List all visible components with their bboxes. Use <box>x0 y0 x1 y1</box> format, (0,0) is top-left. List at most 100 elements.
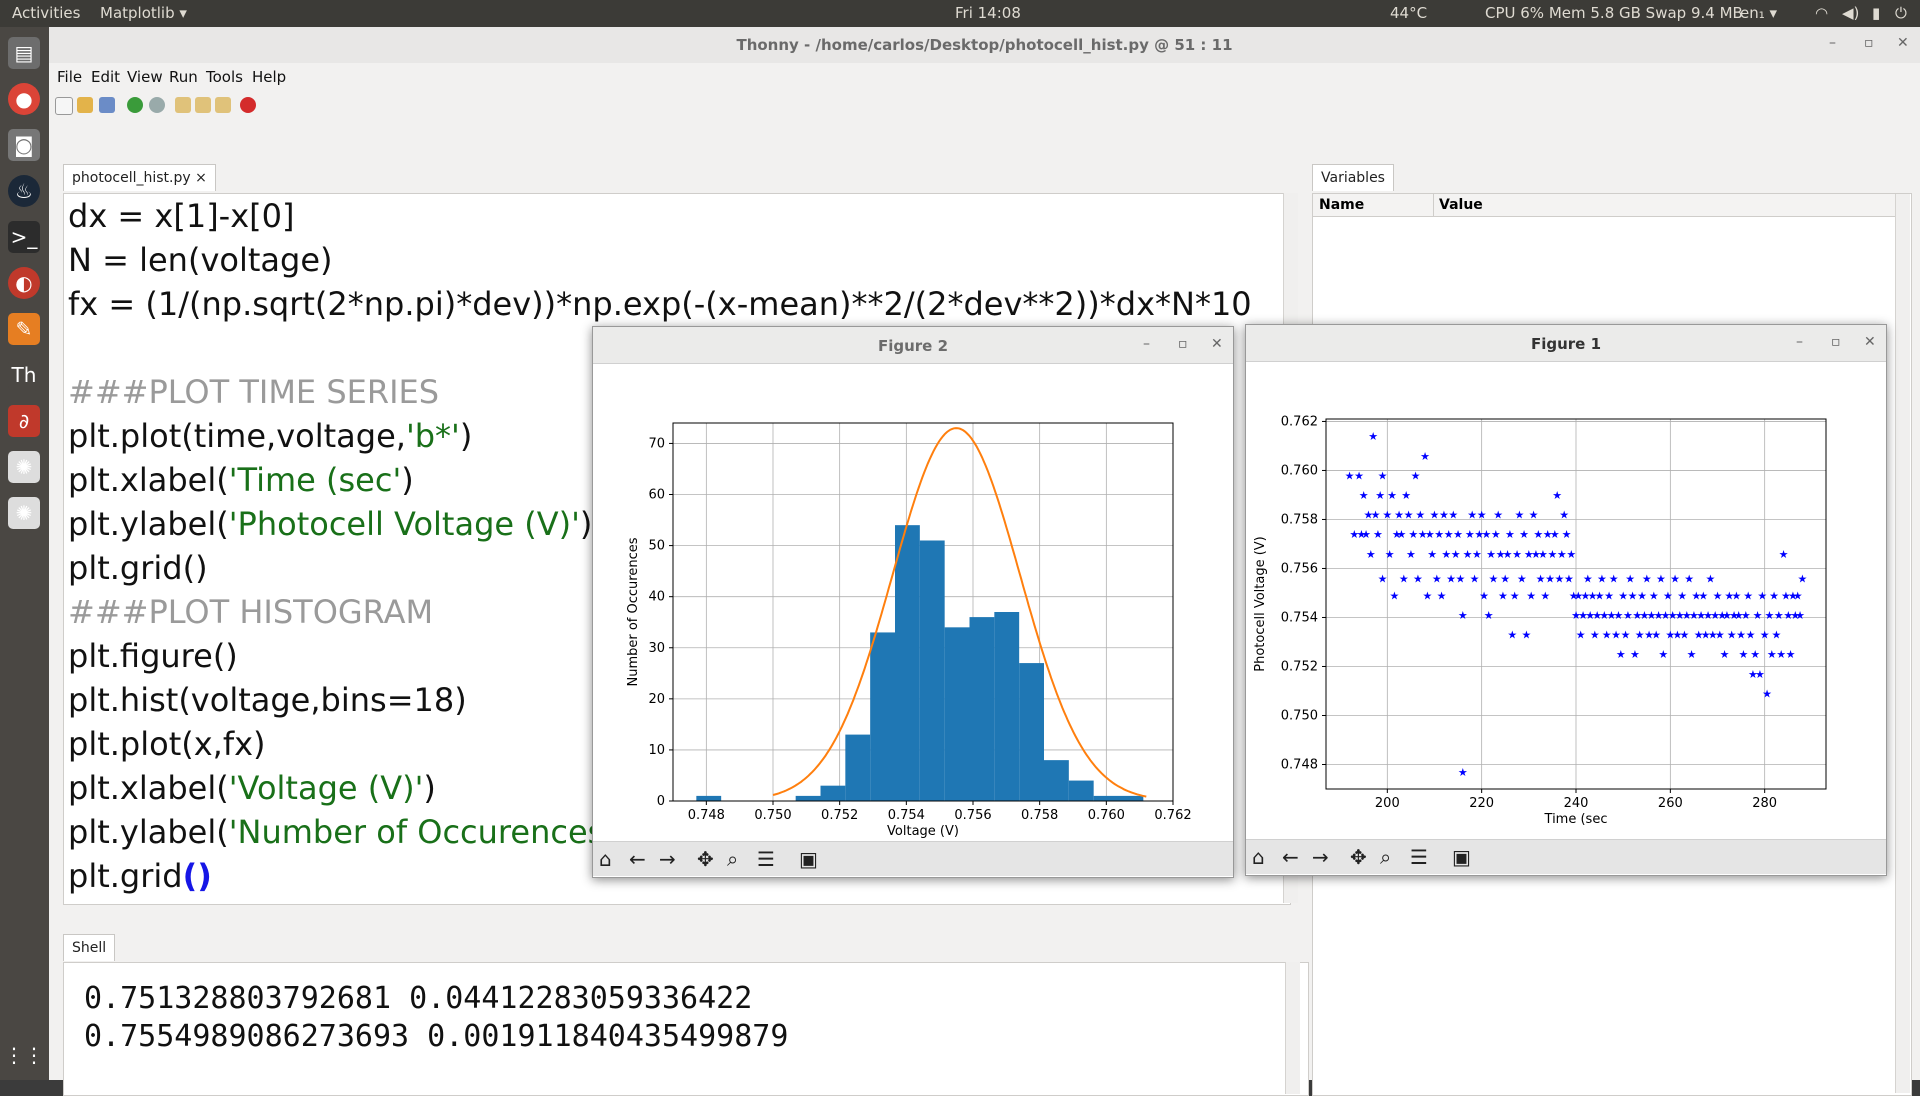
minimize-icon[interactable]: – <box>1796 334 1803 350</box>
data-point: ★ <box>1677 589 1687 602</box>
matplotlib-icon[interactable]: ✺ <box>8 451 40 483</box>
tab-shell[interactable]: Shell <box>63 934 116 961</box>
step-into-icon[interactable] <box>195 97 211 113</box>
matplotlib-icon[interactable]: ✺ <box>8 497 40 529</box>
back-icon[interactable]: ← <box>629 847 646 871</box>
minimize-icon[interactable]: – <box>1143 336 1150 352</box>
camera-icon[interactable]: ◙ <box>8 129 40 161</box>
zoom-icon[interactable]: ⌕ <box>1380 845 1392 869</box>
code-line[interactable]: plt.figure() <box>68 634 1252 678</box>
menu-tools[interactable]: Tools <box>206 68 243 86</box>
save-figure-icon[interactable]: ▣ <box>1452 845 1471 869</box>
apps-grid-icon[interactable]: ⋮⋮ <box>4 1043 44 1067</box>
back-icon[interactable]: ← <box>1282 845 1299 869</box>
data-point: ★ <box>1625 572 1635 585</box>
temperature-indicator[interactable]: 44°C <box>1390 4 1428 22</box>
data-point: ★ <box>1387 489 1397 502</box>
menu-view[interactable]: View <box>127 68 163 86</box>
text-editor-icon[interactable]: ✎ <box>8 313 40 345</box>
save-figure-icon[interactable]: ▣ <box>799 847 818 871</box>
home-icon[interactable]: ⌂ <box>1252 845 1265 869</box>
code-line[interactable]: dx = x[1]-x[0] <box>68 194 1252 238</box>
steam-icon[interactable]: ♨ <box>8 175 40 207</box>
forward-icon[interactable]: → <box>1312 845 1329 869</box>
code-line[interactable]: plt.grid() <box>68 854 1252 898</box>
maximize-icon[interactable]: ▫ <box>1831 334 1841 350</box>
data-point: ★ <box>1465 528 1475 541</box>
code-line[interactable]: plt.hist(voltage,bins=18) <box>68 678 1252 722</box>
menu-edit[interactable]: Edit <box>91 68 121 86</box>
data-point: ★ <box>1705 572 1715 585</box>
battery-icon[interactable]: ▮ <box>1872 4 1881 22</box>
open-file-icon[interactable] <box>77 97 93 113</box>
column-value[interactable]: Value <box>1439 197 1483 213</box>
chrome-icon[interactable]: ● <box>8 83 40 115</box>
code-line[interactable]: plt.ylabel('Photocell Voltage (V)') <box>68 502 1252 546</box>
pan-icon[interactable]: ✥ <box>697 847 714 871</box>
debug-icon[interactable] <box>149 97 165 113</box>
code-line[interactable]: plt.xlabel('Voltage (V)') <box>68 766 1252 810</box>
run-icon[interactable] <box>127 97 143 113</box>
maximize-icon[interactable]: ▫ <box>1864 35 1874 51</box>
data-point: ★ <box>1505 528 1515 541</box>
wifi-icon[interactable]: ◠ <box>1815 4 1829 22</box>
data-point: ★ <box>1392 528 1402 541</box>
terminal-icon[interactable]: >_ <box>8 221 40 253</box>
shell-panel[interactable]: 0.751328803792681 0.04412283059336422 0.7… <box>63 962 1309 1096</box>
reader-icon[interactable]: ∂ <box>8 405 40 437</box>
menu-help[interactable]: Help <box>252 68 287 86</box>
code-line[interactable]: ###PLOT TIME SERIES <box>68 370 1252 414</box>
new-file-icon[interactable] <box>55 97 73 115</box>
data-point: ★ <box>1427 548 1437 561</box>
code-line[interactable]: plt.xlabel('Time (sec') <box>68 458 1252 502</box>
step-out-icon[interactable] <box>215 97 231 113</box>
data-point: ★ <box>1764 609 1774 622</box>
code-line[interactable]: plt.plot(time,voltage,'b*') <box>68 414 1252 458</box>
system-monitor[interactable]: CPU 6% Mem 5.8 GB Swap 9.4 MB <box>1485 4 1743 22</box>
code-line[interactable]: plt.ylabel('Number of Occurences') <box>68 810 1252 854</box>
minimize-icon[interactable]: – <box>1829 35 1836 51</box>
x-tick-label: 0.758 <box>1021 808 1058 823</box>
app-menu[interactable]: Matplotlib ▾ <box>100 4 187 22</box>
code-line[interactable]: plt.grid() <box>68 546 1252 590</box>
zoom-icon[interactable]: ⌕ <box>727 847 739 871</box>
variables-scrollbar[interactable] <box>1895 194 1910 1093</box>
clock[interactable]: Fri 14:08 <box>955 4 1021 22</box>
data-point: ★ <box>1739 648 1749 661</box>
code-line[interactable]: plt.plot(x,fx) <box>68 722 1252 766</box>
files-icon[interactable]: ▤ <box>8 37 40 69</box>
x-tick-label: 280 <box>1752 796 1777 811</box>
data-point: ★ <box>1731 589 1741 602</box>
maximize-icon[interactable]: ▫ <box>1178 336 1188 352</box>
volume-icon[interactable]: ◀) <box>1842 4 1860 22</box>
pan-icon[interactable]: ✥ <box>1350 845 1367 869</box>
forward-icon[interactable]: → <box>659 847 676 871</box>
font-viewer-icon[interactable]: Th <box>8 359 40 391</box>
code-text[interactable]: dx = x[1]-x[0] N = len(voltage) fx = (1/(n… <box>68 194 1252 898</box>
close-icon[interactable]: ✕ <box>1211 336 1223 352</box>
step-over-icon[interactable] <box>175 97 191 113</box>
column-name[interactable]: Name <box>1319 197 1365 213</box>
configure-icon[interactable]: ☰ <box>1410 845 1428 869</box>
data-point: ★ <box>1498 589 1508 602</box>
app-icon[interactable]: ◐ <box>8 267 40 299</box>
code-line[interactable]: N = len(voltage) <box>68 238 1252 282</box>
code-line[interactable]: fx = (1/(np.sqrt(2*np.pi)*dev))*np.exp(-… <box>68 282 1252 326</box>
tab-variables[interactable]: Variables <box>1312 164 1394 191</box>
code-line[interactable]: ###PLOT HISTOGRAM <box>68 590 1252 634</box>
tab-photocell-hist[interactable]: photocell_hist.py × <box>63 164 216 191</box>
menu-run[interactable]: Run <box>169 68 198 86</box>
language-indicator[interactable]: en₁ ▾ <box>1740 4 1778 22</box>
power-icon[interactable]: ⏻ <box>1895 4 1907 22</box>
stop-icon[interactable] <box>240 97 256 113</box>
data-point: ★ <box>1559 509 1569 522</box>
close-icon[interactable]: ✕ <box>1897 35 1909 51</box>
activities-button[interactable]: Activities <box>12 4 81 22</box>
close-icon[interactable]: ✕ <box>1864 334 1876 350</box>
save-file-icon[interactable] <box>99 97 115 113</box>
home-icon[interactable]: ⌂ <box>599 847 612 871</box>
configure-icon[interactable]: ☰ <box>757 847 775 871</box>
menu-file[interactable]: File <box>57 68 83 86</box>
data-point: ★ <box>1722 609 1732 622</box>
shell-scrollbar[interactable] <box>1285 962 1300 1094</box>
